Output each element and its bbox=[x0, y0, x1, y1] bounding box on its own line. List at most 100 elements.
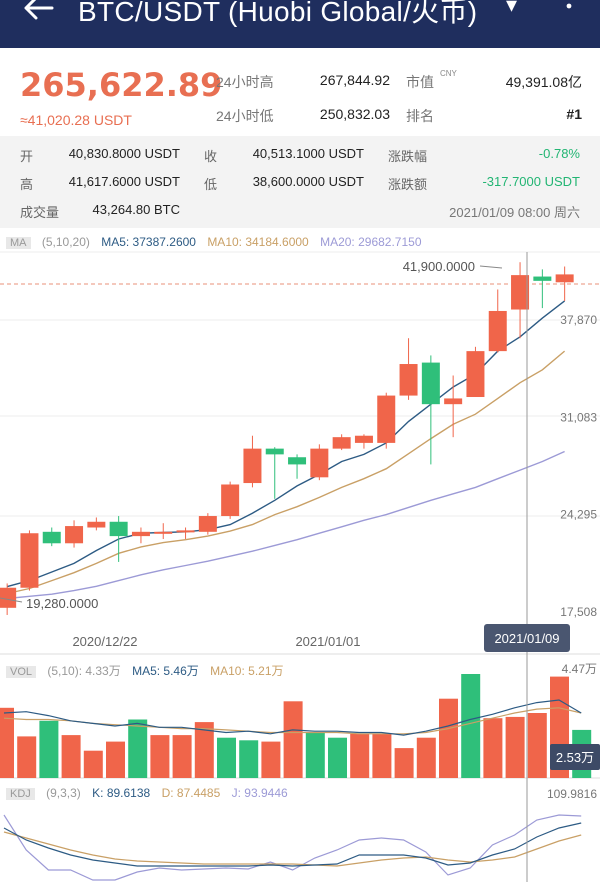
datetime: 2021/01/09 08:00 周六 bbox=[449, 205, 580, 220]
close-value: 40,513.1000 USDT bbox=[252, 146, 364, 161]
candle-body bbox=[198, 516, 217, 532]
low-24h-value: 250,832.03 bbox=[319, 106, 390, 122]
open-value: 40,830.8000 USDT bbox=[68, 146, 180, 161]
vol-tag[interactable]: VOL bbox=[6, 666, 37, 678]
candle-body bbox=[0, 587, 17, 608]
volume-bar bbox=[239, 740, 259, 778]
close-label: 收 bbox=[204, 149, 218, 164]
kdj-params: (9,3,3) bbox=[46, 786, 81, 800]
volume-bar bbox=[106, 741, 125, 778]
volume-bar bbox=[0, 707, 14, 778]
low-24h-label: 24小时低 bbox=[216, 108, 274, 124]
volume-bar bbox=[261, 741, 281, 778]
volume-tick-label: 4.47万 bbox=[562, 662, 597, 676]
volume-bar bbox=[461, 674, 481, 778]
kdj-tag[interactable]: KDJ bbox=[6, 788, 35, 800]
volume-bar bbox=[17, 736, 37, 778]
change-amt-label: 涨跌额 bbox=[388, 177, 428, 192]
ma20-value: MA20: 29682.7150 bbox=[320, 235, 422, 249]
volume-bar bbox=[194, 722, 214, 778]
more-vertical-icon[interactable] bbox=[556, 0, 582, 18]
volume-current-label: 2.53万 bbox=[556, 750, 594, 765]
volume-ma5-line bbox=[3, 699, 582, 736]
x-tick-label: 2021/01/01 bbox=[295, 634, 360, 649]
candle-body bbox=[265, 448, 284, 455]
candle-body bbox=[488, 310, 507, 352]
volume-bar bbox=[527, 713, 547, 778]
y-tick-label: 31,083 bbox=[560, 410, 597, 424]
kdj-j-value: J: 93.9446 bbox=[231, 786, 288, 800]
ma10-value: MA10: 34184.6000 bbox=[207, 235, 309, 249]
volume-bar bbox=[305, 732, 325, 778]
candle-body bbox=[20, 533, 39, 588]
high-value: 41,617.6000 USDT bbox=[68, 174, 180, 189]
ma-tag[interactable]: MA bbox=[6, 237, 31, 249]
candle-body bbox=[176, 530, 195, 533]
volume-bar bbox=[372, 733, 392, 778]
candle-body bbox=[221, 484, 240, 517]
candle-body bbox=[511, 275, 530, 310]
volume-current-badge bbox=[550, 744, 600, 770]
volume-bar bbox=[416, 737, 436, 778]
volume-bar bbox=[217, 737, 236, 778]
candle-body bbox=[131, 531, 150, 537]
candle-body bbox=[65, 526, 84, 544]
kdj-d-line bbox=[3, 831, 582, 867]
high-24h-label: 24小时高 bbox=[216, 74, 274, 90]
volume-bar bbox=[505, 716, 525, 778]
market-cap-currency: CNY bbox=[440, 69, 457, 78]
kdj-k-line bbox=[3, 822, 582, 867]
candle-body bbox=[243, 448, 262, 484]
candlestick-chart[interactable]: 37,870 31,083 24,295 17,508 2020/12/22 2021/0… bbox=[0, 228, 600, 882]
rank-value: #1 bbox=[566, 106, 582, 122]
vol-ma10-value: MA10: 5.21万 bbox=[210, 664, 284, 678]
market-cap-value: 49,391.08亿 bbox=[505, 74, 582, 90]
rank-label: 排名 bbox=[406, 108, 434, 124]
candle-body bbox=[354, 435, 373, 443]
cursor-date-label: 2021/01/09 bbox=[494, 631, 559, 646]
max-pointer bbox=[479, 265, 503, 269]
page-title[interactable]: BTC/USDT (Huobi Global/火币) bbox=[78, 0, 478, 27]
change-pct-label: 涨跌幅 bbox=[388, 149, 428, 164]
volume-bar bbox=[61, 735, 81, 778]
kdj-j-line bbox=[3, 814, 582, 881]
volume-bar bbox=[283, 701, 303, 778]
vol-legend: VOL (5,10): 4.33万 MA5: 5.46万 MA10: 5.21万 bbox=[0, 662, 292, 679]
kdj-d-value: D: 87.4485 bbox=[161, 786, 221, 800]
min-pointer bbox=[0, 597, 23, 603]
volume-value: 43,264.80 BTC bbox=[92, 202, 180, 217]
candle-body bbox=[466, 351, 485, 398]
volume-bar bbox=[172, 735, 192, 778]
y-tick-label: 37,870 bbox=[560, 313, 597, 327]
price-usdt-equivalent: ≈41,020.28 USDT bbox=[20, 112, 132, 128]
candle-body bbox=[421, 362, 440, 405]
volume-bar bbox=[483, 718, 503, 778]
caret-down-icon[interactable]: ▾ bbox=[506, 0, 518, 17]
ma-legend: MA (5,10,20) MA5: 37387.2600 MA10: 34184… bbox=[0, 235, 430, 249]
vol-ma5-value: MA5: 5.46万 bbox=[132, 664, 199, 678]
volume-bar bbox=[128, 719, 148, 778]
candle-body bbox=[87, 521, 106, 528]
low-label: 低 bbox=[204, 177, 218, 192]
low-value: 38,600.0000 USDT bbox=[252, 174, 364, 189]
candle-body bbox=[288, 457, 307, 465]
arrow-left-icon[interactable] bbox=[22, 0, 58, 20]
ma-params: (5,10,20) bbox=[41, 235, 90, 249]
ma20-line bbox=[7, 450, 565, 600]
ohlc-info-panel: 开 40,830.8000 USDT 收 40,513.1000 USDT 涨跌… bbox=[0, 136, 600, 228]
high-label: 高 bbox=[20, 177, 34, 192]
volume-label: 成交量 bbox=[20, 205, 60, 220]
high-24h-value: 267,844.92 bbox=[319, 72, 390, 88]
last-price: 265,622.89 bbox=[20, 66, 223, 104]
top-bar: BTC/USDT (Huobi Global/火币) ▾ bbox=[0, 0, 600, 48]
volume-bar bbox=[394, 748, 414, 778]
ma5-line bbox=[7, 300, 566, 588]
candle-body bbox=[332, 437, 351, 449]
volume-bar bbox=[83, 750, 103, 778]
candle-body bbox=[154, 531, 173, 534]
max-label: 41,900.0000 bbox=[403, 259, 475, 274]
change-amt-value: -317.7000 USDT bbox=[482, 174, 580, 189]
ma5-value: MA5: 37387.2600 bbox=[101, 235, 196, 249]
y-tick-label: 24,295 bbox=[560, 508, 597, 522]
cursor-date-badge bbox=[484, 624, 570, 652]
